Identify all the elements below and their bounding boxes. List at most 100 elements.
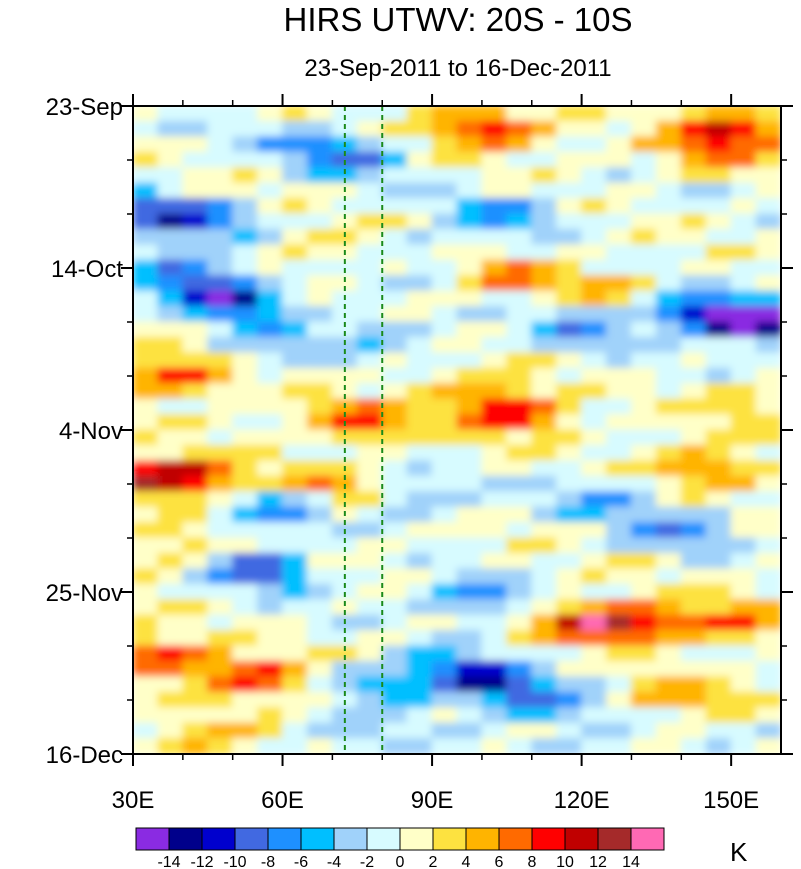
field-cell bbox=[381, 738, 408, 754]
field-cell bbox=[282, 738, 308, 754]
field-cell bbox=[306, 167, 333, 184]
field-cell bbox=[232, 429, 259, 446]
field-cell bbox=[556, 275, 583, 292]
field-cell bbox=[606, 259, 632, 277]
colorbar-swatch bbox=[201, 827, 236, 851]
field-cell bbox=[481, 429, 508, 446]
field-cell bbox=[282, 630, 308, 647]
field-cell bbox=[406, 290, 433, 308]
colorbar-label: 4 bbox=[462, 854, 471, 869]
field-cell bbox=[331, 321, 358, 338]
field-cell bbox=[157, 491, 184, 508]
field-cell bbox=[356, 630, 383, 647]
field-cell bbox=[257, 336, 284, 354]
field-cell bbox=[655, 537, 682, 554]
field-cell bbox=[182, 676, 209, 693]
field-cell bbox=[680, 645, 707, 662]
field-cell bbox=[356, 151, 383, 169]
field-cell bbox=[431, 106, 458, 122]
field-cell bbox=[133, 367, 159, 385]
field-cell bbox=[381, 213, 408, 230]
field-cell bbox=[257, 106, 284, 122]
colorbar-swatch bbox=[630, 827, 665, 851]
field-cell bbox=[232, 475, 259, 493]
field-cell bbox=[506, 136, 533, 153]
field-cell bbox=[581, 182, 608, 200]
field-cell bbox=[531, 522, 558, 539]
field-cell bbox=[655, 398, 682, 416]
field-cell bbox=[381, 676, 408, 693]
field-cell bbox=[381, 691, 408, 709]
field-cell bbox=[306, 630, 333, 647]
field-cell bbox=[406, 660, 433, 678]
field-cell bbox=[581, 645, 608, 662]
field-cell bbox=[481, 676, 508, 693]
field-cell bbox=[630, 167, 657, 184]
field-cell bbox=[133, 707, 159, 724]
field-cell bbox=[730, 568, 757, 585]
field-cell bbox=[431, 429, 458, 446]
field-cell bbox=[556, 136, 583, 153]
field-cell bbox=[182, 290, 209, 308]
field-cell bbox=[157, 583, 184, 601]
field-cell bbox=[531, 120, 558, 138]
field-cell bbox=[680, 306, 707, 323]
field-cell bbox=[581, 614, 608, 632]
field-cell bbox=[755, 614, 781, 632]
field-cell bbox=[306, 306, 333, 323]
field-cell bbox=[730, 383, 757, 400]
field-cell bbox=[282, 321, 308, 338]
field-cell bbox=[705, 568, 732, 585]
field-cell bbox=[207, 352, 234, 369]
field-cell bbox=[133, 106, 159, 122]
field-cell bbox=[755, 506, 781, 524]
field-cell bbox=[133, 321, 159, 338]
field-cell bbox=[630, 383, 657, 400]
field-cell bbox=[133, 198, 159, 215]
field-cell bbox=[531, 321, 558, 338]
field-cell bbox=[157, 136, 184, 153]
field-cell bbox=[655, 614, 682, 632]
field-cell bbox=[306, 336, 333, 354]
field-cell bbox=[257, 691, 284, 709]
field-cell bbox=[755, 583, 781, 601]
field-cell bbox=[606, 630, 632, 647]
field-cell bbox=[581, 707, 608, 724]
field-cell bbox=[306, 599, 333, 616]
colorbar-swatch bbox=[234, 827, 269, 851]
field-cell bbox=[282, 429, 308, 446]
field-cell bbox=[680, 290, 707, 308]
field-cell bbox=[556, 151, 583, 169]
field-cell bbox=[133, 383, 159, 400]
field-cell bbox=[630, 614, 657, 632]
field-cell bbox=[581, 352, 608, 369]
field-cell bbox=[282, 599, 308, 616]
field-cell bbox=[331, 228, 358, 246]
field-cell bbox=[531, 583, 558, 601]
field-cell bbox=[481, 414, 508, 431]
axes: 30E 60E 90E 120E 150E 23-Sep 14-Oct 4-Nov 25-Nov… bbox=[46, 94, 793, 814]
field-cell bbox=[356, 213, 383, 230]
field-cell bbox=[755, 167, 781, 184]
colorbar-swatch bbox=[333, 827, 368, 851]
field-cell bbox=[133, 259, 159, 277]
field-cell bbox=[306, 707, 333, 724]
field-cell bbox=[705, 738, 732, 754]
field-cell bbox=[581, 722, 608, 740]
field-cell bbox=[207, 120, 234, 138]
field-cell bbox=[157, 367, 184, 385]
field-cell bbox=[506, 491, 533, 508]
field-cell bbox=[431, 506, 458, 524]
field-cell bbox=[356, 306, 383, 323]
field-cell bbox=[506, 167, 533, 184]
field-cell bbox=[207, 367, 234, 385]
field-cell bbox=[531, 151, 558, 169]
field-cell bbox=[257, 213, 284, 230]
field-cell bbox=[406, 475, 433, 493]
field-cell bbox=[655, 414, 682, 431]
field-cell bbox=[630, 120, 657, 138]
field-cell bbox=[282, 475, 308, 493]
field-cell bbox=[680, 398, 707, 416]
field-cell bbox=[506, 398, 533, 416]
field-cell bbox=[655, 120, 682, 138]
